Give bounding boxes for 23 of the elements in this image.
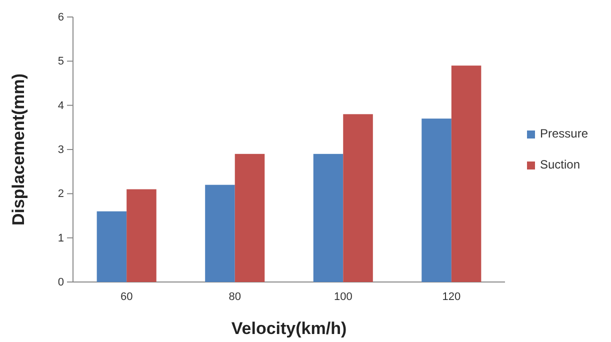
y-tick-label: 2	[58, 188, 64, 200]
bar	[451, 66, 482, 282]
x-tick-label: 100	[334, 290, 352, 303]
legend-label: Pressure	[540, 126, 588, 140]
y-tick-label: 4	[58, 100, 64, 112]
bar	[234, 154, 265, 282]
x-tick-label: 60	[120, 290, 133, 303]
y-tick-label: 0	[58, 276, 64, 289]
x-tick-label: 120	[442, 290, 461, 303]
y-tick-label: 3	[58, 144, 64, 156]
x-axis-title: Velocity(km/h)	[231, 319, 347, 338]
y-tick-label: 1	[58, 232, 64, 244]
bar	[343, 114, 373, 282]
x-tick-label: 80	[228, 290, 241, 303]
y-tick-label: 5	[58, 56, 64, 68]
bar	[205, 184, 235, 282]
bar	[96, 211, 127, 282]
y-axis-title: Displacement(mm)	[9, 73, 28, 226]
bar	[126, 189, 156, 282]
y-tick-label: 6	[58, 12, 64, 24]
bar	[313, 154, 344, 282]
legend-label: Suction	[540, 158, 580, 172]
bar	[422, 118, 452, 282]
